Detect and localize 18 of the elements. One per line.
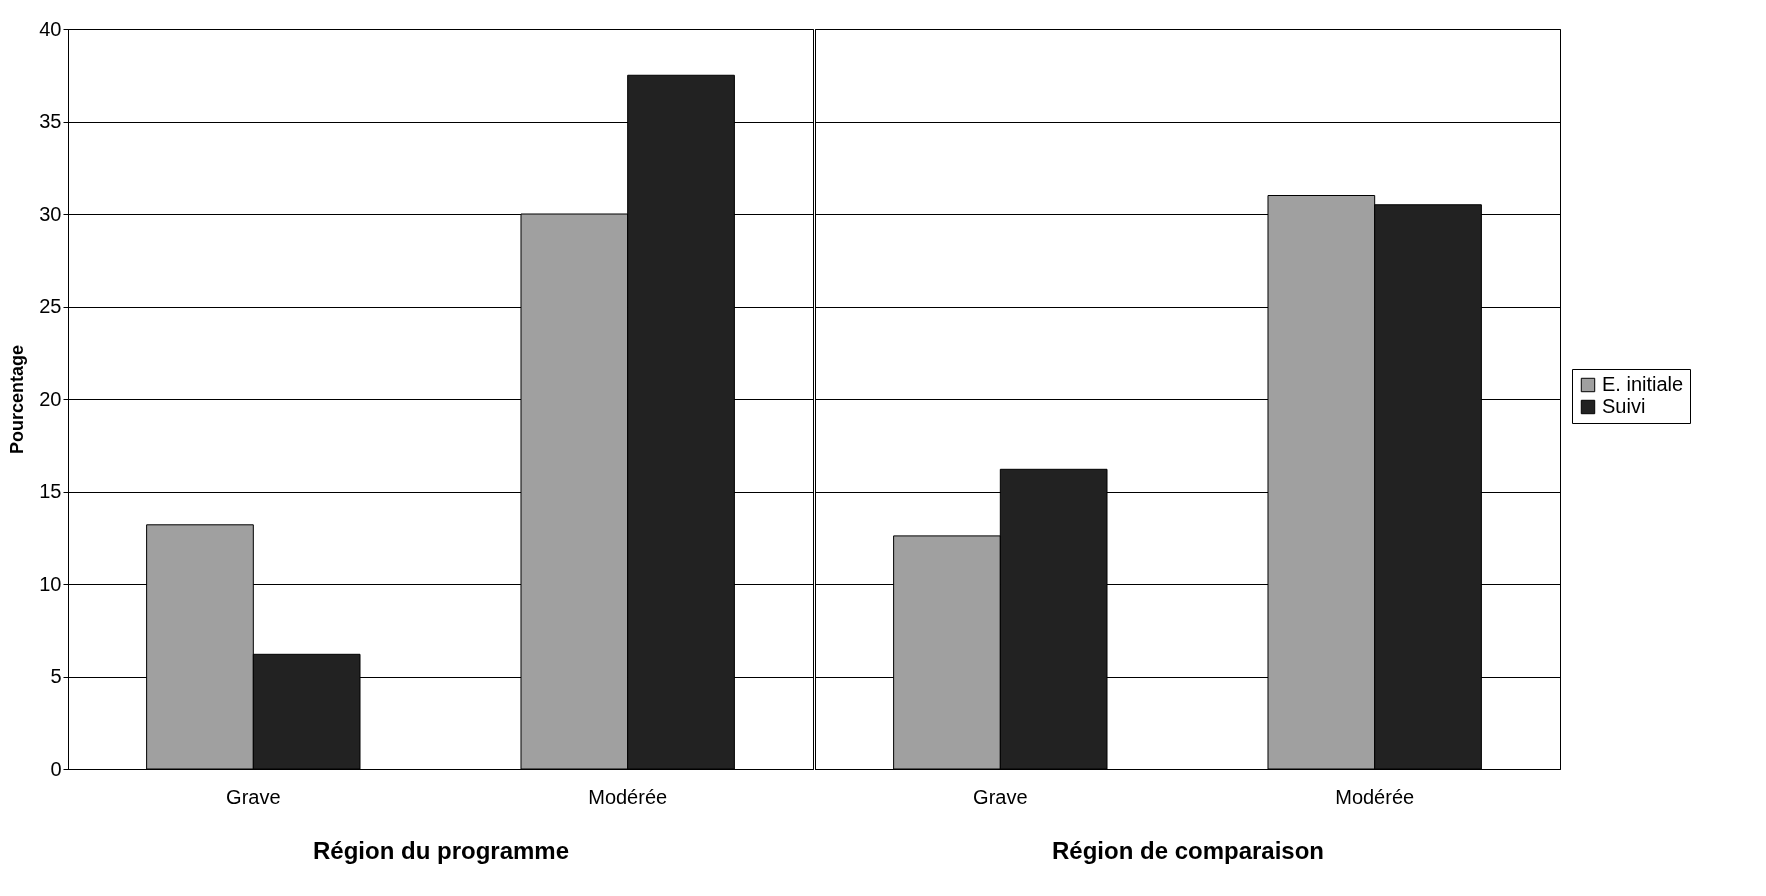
y-tick-label: 0 bbox=[50, 757, 62, 780]
x-axis-title: Région du programme bbox=[312, 836, 570, 864]
y-tick-label: 40 bbox=[39, 17, 62, 40]
x-tick-label: Modérée bbox=[1335, 785, 1415, 808]
x-tick-label: Modérée bbox=[588, 785, 668, 808]
y-tick-label: 25 bbox=[39, 295, 62, 317]
y-tick-label: 20 bbox=[39, 387, 62, 410]
legend-label: E. initiale bbox=[1602, 373, 1684, 395]
x-tick-label: Grave bbox=[973, 785, 1028, 808]
y-axis-title: Pourcentage bbox=[7, 344, 28, 455]
y-tick-label: 30 bbox=[39, 202, 62, 225]
x-tick-label: Grave bbox=[226, 785, 281, 808]
legend-label: Suivi bbox=[1602, 395, 1646, 417]
y-tick-label: 5 bbox=[50, 665, 62, 687]
x-axis-title: Région de comparaison bbox=[1051, 836, 1325, 864]
y-tick-label: 35 bbox=[39, 110, 62, 132]
y-tick-label: 15 bbox=[39, 480, 62, 502]
y-tick-label: 10 bbox=[39, 572, 62, 595]
